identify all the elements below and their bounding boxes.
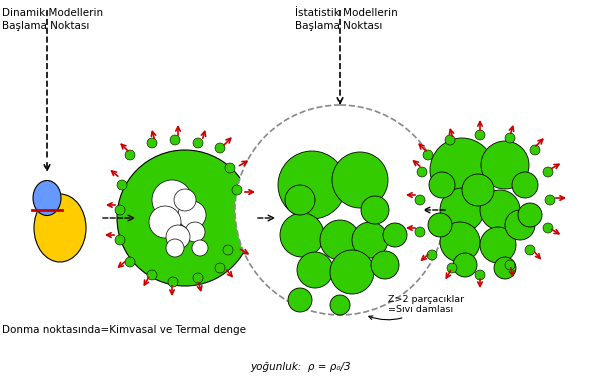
Circle shape — [280, 213, 324, 257]
Circle shape — [225, 163, 235, 173]
Circle shape — [125, 150, 135, 160]
Circle shape — [185, 222, 205, 242]
Circle shape — [429, 172, 455, 198]
Circle shape — [428, 213, 452, 237]
Circle shape — [480, 227, 516, 263]
Circle shape — [223, 245, 233, 255]
Circle shape — [423, 150, 433, 160]
Circle shape — [427, 250, 437, 260]
Circle shape — [149, 206, 181, 238]
Circle shape — [371, 251, 399, 279]
Circle shape — [168, 277, 178, 287]
Circle shape — [117, 180, 127, 190]
Circle shape — [125, 257, 135, 267]
Text: Donma noktasında=Kimvasal ve Termal denge: Donma noktasında=Kimvasal ve Termal deng… — [2, 325, 246, 335]
Circle shape — [494, 257, 516, 279]
Circle shape — [192, 240, 208, 256]
Ellipse shape — [33, 180, 61, 216]
Text: yoğunluk:  ρ = ρ₀/3: yoğunluk: ρ = ρ₀/3 — [250, 362, 352, 372]
Circle shape — [232, 185, 242, 195]
Circle shape — [543, 167, 553, 177]
Circle shape — [445, 135, 455, 145]
Circle shape — [174, 189, 196, 211]
Circle shape — [430, 138, 494, 202]
Circle shape — [475, 270, 485, 280]
Circle shape — [297, 252, 333, 288]
Circle shape — [330, 250, 374, 294]
Circle shape — [440, 188, 484, 232]
Circle shape — [361, 196, 389, 224]
Circle shape — [115, 205, 125, 215]
Circle shape — [215, 263, 225, 273]
Circle shape — [193, 138, 203, 148]
Circle shape — [518, 203, 542, 227]
Circle shape — [115, 235, 125, 245]
Circle shape — [147, 270, 157, 280]
Circle shape — [215, 143, 225, 153]
Circle shape — [505, 210, 535, 240]
Circle shape — [475, 130, 485, 140]
Text: Z>2 parçacıklar
=Sıvı damlası: Z>2 parçacıklar =Sıvı damlası — [369, 295, 464, 320]
Circle shape — [170, 135, 180, 145]
Ellipse shape — [34, 194, 86, 262]
Circle shape — [440, 222, 480, 262]
Circle shape — [320, 220, 360, 260]
Circle shape — [288, 288, 312, 312]
Circle shape — [525, 245, 535, 255]
Circle shape — [117, 150, 253, 286]
Text: İstatistik Modellerin
Başlama Noktası: İstatistik Modellerin Başlama Noktası — [295, 8, 398, 31]
Circle shape — [178, 201, 206, 229]
Circle shape — [352, 222, 388, 258]
Circle shape — [330, 295, 350, 315]
Circle shape — [383, 223, 407, 247]
Circle shape — [193, 273, 203, 283]
Circle shape — [235, 105, 445, 315]
Circle shape — [447, 263, 457, 273]
Circle shape — [415, 195, 425, 205]
Circle shape — [505, 133, 515, 143]
Circle shape — [481, 141, 529, 189]
Circle shape — [543, 223, 553, 233]
Circle shape — [512, 172, 538, 198]
Circle shape — [505, 260, 515, 270]
Circle shape — [152, 180, 192, 220]
Circle shape — [415, 227, 425, 237]
Circle shape — [480, 190, 520, 230]
Circle shape — [530, 145, 540, 155]
Circle shape — [545, 195, 555, 205]
Circle shape — [417, 167, 427, 177]
Circle shape — [285, 185, 315, 215]
Circle shape — [278, 151, 346, 219]
Circle shape — [332, 152, 388, 208]
Circle shape — [462, 174, 494, 206]
Circle shape — [453, 253, 477, 277]
Text: Dinamik Modellerin
Başlama Noktası: Dinamik Modellerin Başlama Noktası — [2, 8, 103, 31]
Circle shape — [166, 239, 184, 257]
Circle shape — [147, 138, 157, 148]
Circle shape — [166, 225, 190, 249]
